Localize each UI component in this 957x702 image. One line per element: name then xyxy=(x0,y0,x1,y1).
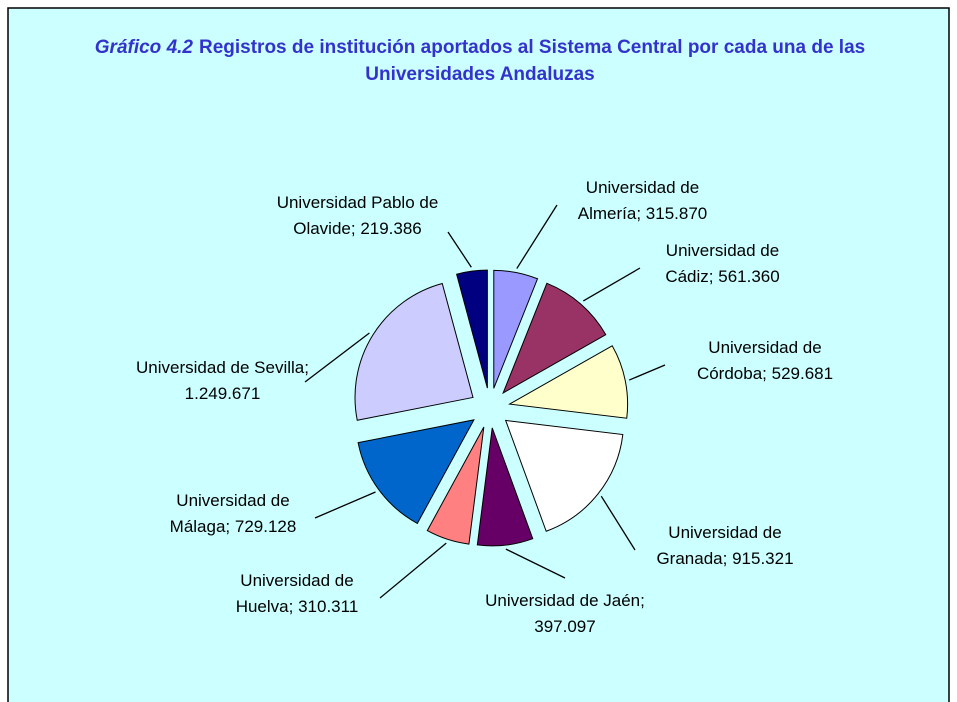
label-value: 397.097 xyxy=(534,617,596,636)
leader-line xyxy=(304,332,370,383)
label-category: Universidad Pablo de Olavide xyxy=(276,193,439,238)
leader-line xyxy=(447,231,472,268)
data-label: Universidad de Jaén; 397.097 xyxy=(485,588,645,640)
label-category: Universidad de Huelva xyxy=(235,571,354,616)
pie-slice xyxy=(426,426,485,545)
pie-slice xyxy=(357,419,475,525)
pie-slice xyxy=(476,427,534,547)
label-separator: ; xyxy=(350,219,361,238)
data-label: Universidad de Huelva; 310.311 xyxy=(212,568,382,620)
pie-slice xyxy=(502,282,607,395)
label-category: Universidad de Granada xyxy=(656,523,782,568)
label-value: 1.249.671 xyxy=(184,384,261,403)
label-value: 310.311 xyxy=(298,597,359,616)
data-label: Universidad de Málaga; 729.128 xyxy=(148,488,318,540)
label-category: Universidad de Cádiz xyxy=(665,241,780,286)
title-number: Gráfico 4.2 xyxy=(94,37,193,58)
label-category: Universidad de Málaga xyxy=(169,491,290,536)
leader-line xyxy=(582,267,641,302)
data-label: Universidad de Cádiz; 561.360 xyxy=(640,238,805,290)
leader-line xyxy=(314,491,376,519)
leader-line xyxy=(516,204,558,269)
data-label: Universidad de Granada; 915.321 xyxy=(635,520,815,572)
title-text: Registros de institución aportados al Si… xyxy=(198,37,866,85)
label-separator: ; xyxy=(762,364,772,383)
data-label: Universidad Pablo de Olavide; 219.386 xyxy=(265,190,450,242)
data-label: Universidad de Almería; 315.870 xyxy=(555,175,730,227)
label-value: 915.321 xyxy=(732,549,794,568)
label-category: Universidad de Almería xyxy=(577,178,700,223)
label-separator: ; xyxy=(722,549,733,568)
label-value: 529.681 xyxy=(771,364,834,383)
label-value: 729.128 xyxy=(234,517,297,536)
leader-line xyxy=(505,548,566,579)
data-label: Universidad de Córdoba; 529.681 xyxy=(680,335,850,387)
label-separator: ; xyxy=(288,597,299,616)
pie-slice xyxy=(456,269,488,389)
label-separator: ; xyxy=(304,358,309,377)
label-separator: ; xyxy=(708,267,719,286)
label-category: Universidad de Jaén xyxy=(485,591,641,610)
label-separator: ; xyxy=(225,517,235,536)
label-separator: ; xyxy=(640,591,645,610)
leader-line xyxy=(379,542,447,599)
pie-slice xyxy=(354,282,474,421)
label-value: 561.360 xyxy=(718,267,780,286)
data-label: Universidad de Sevilla; 1.249.671 xyxy=(135,355,310,407)
leader-line xyxy=(600,495,636,551)
leader-line xyxy=(628,364,666,381)
pie-slice xyxy=(508,345,629,419)
label-category: Universidad de Córdoba xyxy=(696,338,822,383)
label-separator: ; xyxy=(636,204,646,223)
label-value: 219.386 xyxy=(360,219,422,238)
pie-slice xyxy=(493,269,539,389)
pie-slice xyxy=(504,419,624,532)
label-value: 315.870 xyxy=(645,204,708,223)
label-category: Universidad de Sevilla xyxy=(136,358,305,377)
chart-title: Gráfico 4.2 Registros de institución apor… xyxy=(60,34,900,88)
